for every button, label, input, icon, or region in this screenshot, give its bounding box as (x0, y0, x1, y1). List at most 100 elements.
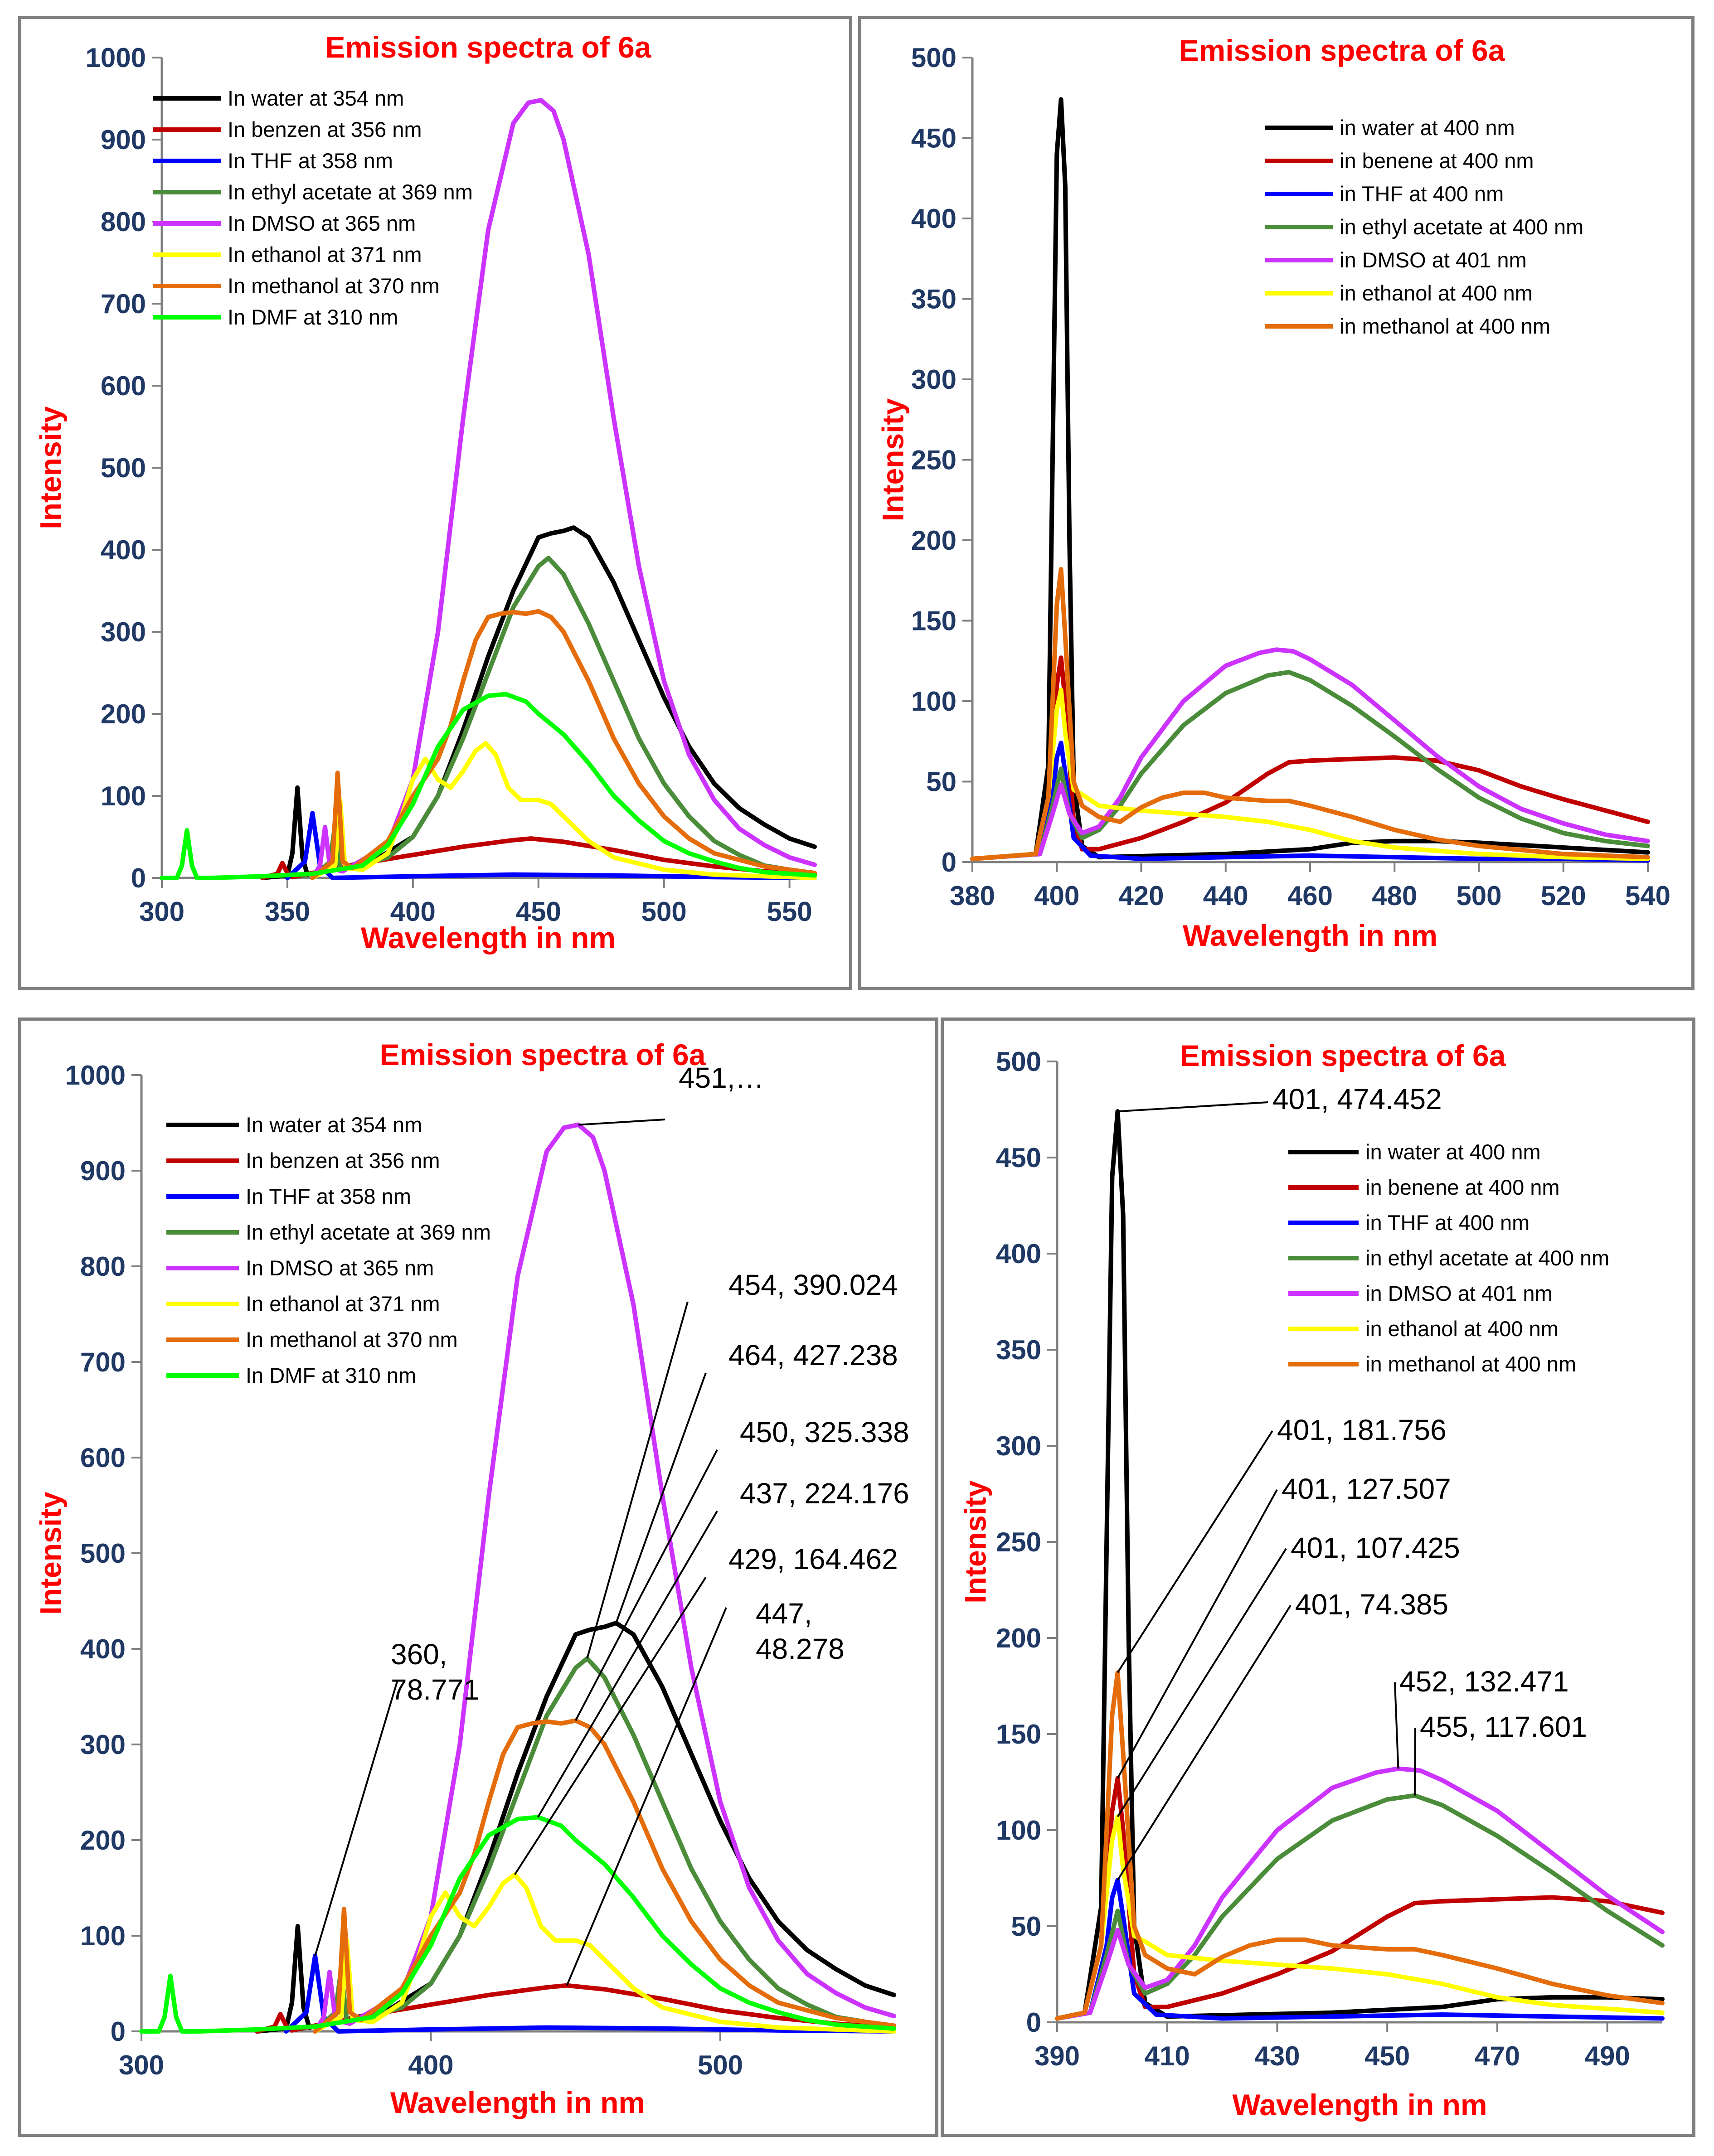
legend-label: In ethanol at 371 nm (246, 1292, 440, 1316)
x-tick-label: 500 (1456, 881, 1501, 911)
x-tick-label: 350 (265, 896, 310, 927)
legend-label: In methanol at 370 nm (246, 1328, 458, 1352)
y-axis-label: Intensity (34, 406, 67, 529)
legend-label: In DMF at 310 nm (228, 305, 398, 329)
y-tick-label: 0 (111, 2016, 126, 2047)
legend-label: In THF at 358 nm (228, 149, 393, 173)
y-tick-label: 450 (911, 123, 957, 154)
y-tick-label: 300 (996, 1431, 1041, 1461)
x-tick-label: 400 (1034, 881, 1079, 911)
annotation-leader (1394, 1682, 1399, 1769)
annotation-label: 360, (391, 1638, 447, 1671)
series-line (310, 741, 817, 880)
series-line (285, 811, 817, 880)
series-line (1055, 1776, 1665, 2021)
series-line (139, 1815, 896, 2034)
x-tick-label: 480 (1372, 881, 1417, 911)
x-tick-label: 430 (1254, 2041, 1300, 2071)
chart-panel-top-right: 0 50 100 150 200 250 300 350 400 450 500 380 400 420 4… (858, 16, 1695, 990)
series-line (255, 1983, 896, 2034)
legend-label: in methanol at 400 nm (1340, 314, 1550, 338)
x-tick-label: 550 (767, 896, 812, 927)
annotation-label: 429, 164.462 (728, 1543, 898, 1575)
series-line (970, 655, 1650, 861)
x-tick-label: 410 (1145, 2041, 1190, 2071)
legend-label: in water at 400 nm (1365, 1140, 1541, 1164)
y-tick-label: 500 (101, 453, 146, 483)
series-line (310, 98, 817, 880)
legend-label: in methanol at 400 nm (1365, 1352, 1576, 1376)
y-tick-label: 450 (996, 1143, 1041, 1173)
chart-title: Emission spectra of 6a (380, 1038, 706, 1071)
chart-title: Emission spectra of 6a (1179, 34, 1505, 67)
annotation-label: 455, 117.601 (1420, 1710, 1587, 1743)
legend-label: in ethanol at 400 nm (1365, 1317, 1559, 1341)
x-axis-label: Wavelength in nm (361, 921, 616, 954)
series-line (284, 1953, 896, 2034)
x-tick-label: 520 (1541, 881, 1586, 911)
legend-label: in THF at 400 nm (1365, 1211, 1529, 1235)
series-line (1055, 1793, 1665, 2021)
y-tick-label: 500 (996, 1047, 1041, 1077)
legend-label: in water at 400 nm (1340, 116, 1515, 140)
x-tick-label: 500 (698, 2050, 743, 2080)
x-tick-label: 440 (1203, 881, 1248, 911)
x-tick-label: 450 (516, 896, 561, 927)
annotation-label: 401, 127.507 (1282, 1473, 1451, 1505)
annotation-label: 401, 74.385 (1295, 1588, 1448, 1621)
series-line (313, 1718, 896, 2034)
legend-label: in ethyl acetate at 400 nm (1365, 1246, 1609, 1270)
y-tick-label: 0 (1026, 2007, 1041, 2038)
annotation-label: 437, 224.176 (740, 1477, 909, 1510)
y-tick-label: 500 (80, 1538, 126, 1569)
x-tick-label: 300 (139, 896, 185, 927)
chart-svg-2: 0 100 200 300 400 500 600 700 800 900 1000 300 400 50… (34, 1038, 909, 2119)
y-tick-label: 350 (996, 1335, 1041, 1365)
series-line (260, 836, 817, 880)
legend-label: In ethanol at 371 nm (228, 242, 422, 266)
y-tick-label: 700 (101, 289, 146, 319)
annotation-leader (1117, 1489, 1278, 1779)
x-tick-label: 540 (1625, 881, 1670, 911)
y-tick-label: 1000 (86, 43, 146, 73)
y-tick-label: 0 (942, 847, 957, 877)
y-tick-label: 500 (911, 43, 957, 73)
y-tick-label: 1000 (65, 1060, 126, 1090)
annotation-label: 464, 427.238 (728, 1339, 898, 1371)
annotation-leader (586, 1301, 689, 1659)
chart-panel-bottom-right: 0 50 100 150 200 250 300 350 400 450 500 390 410 430 4… (941, 1017, 1695, 2137)
legend-label: In water at 354 nm (246, 1113, 422, 1137)
y-tick-label: 600 (80, 1443, 126, 1473)
y-tick-label: 800 (101, 207, 146, 237)
x-tick-label: 420 (1118, 881, 1164, 911)
chart-panel-bottom-left: 0 100 200 300 400 500 600 700 800 900 1000 300 400 50… (18, 1017, 938, 2137)
legend-label: In DMSO at 365 nm (246, 1256, 434, 1280)
chart-title: Emission spectra of 6a (1180, 1039, 1506, 1072)
legend-label: In methanol at 370 nm (228, 274, 440, 298)
x-tick-label: 470 (1475, 2041, 1520, 2071)
x-axis-label: Wavelength in nm (1232, 2088, 1487, 2122)
series-line (313, 1872, 896, 2034)
legend-label: In ethyl acetate at 369 nm (228, 180, 473, 204)
y-tick-label: 100 (101, 781, 146, 811)
y-tick-label: 200 (101, 699, 146, 729)
x-tick-label: 460 (1287, 881, 1333, 911)
x-tick-label: 390 (1034, 2041, 1080, 2071)
annotation-label: 401, 107.425 (1291, 1531, 1460, 1564)
y-tick-label: 300 (80, 1730, 126, 1760)
legend-label: in THF at 400 nm (1340, 182, 1504, 206)
y-tick-label: 100 (80, 1921, 126, 1951)
y-tick-label: 250 (911, 445, 957, 475)
chart-title: Emission spectra of 6a (325, 30, 652, 64)
x-tick-label: 450 (1364, 2041, 1410, 2071)
x-tick-label: 300 (119, 2050, 164, 2080)
annotation-leader (1117, 1604, 1292, 1881)
annotation-label-line2: 78.771 (391, 1673, 480, 1706)
legend-label: in ethyl acetate at 400 nm (1340, 215, 1583, 239)
series-line (1055, 1878, 1665, 2021)
y-tick-label: 250 (996, 1527, 1041, 1557)
annotation-leader (1117, 1548, 1287, 1817)
x-tick-label: 380 (950, 881, 995, 911)
y-tick-label: 400 (996, 1239, 1041, 1269)
x-tick-label: 490 (1585, 2041, 1630, 2071)
